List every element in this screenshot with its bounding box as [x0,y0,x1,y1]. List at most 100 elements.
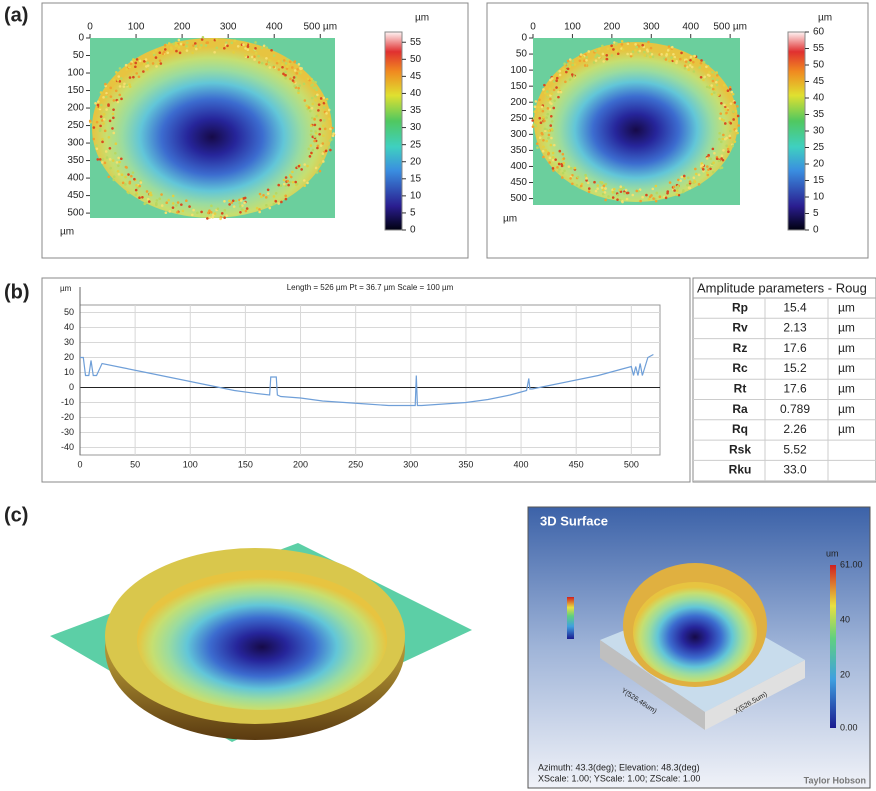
rim-speckle [126,68,129,71]
colorbar-tick-label: 20 [813,159,825,170]
rim-speckle [649,195,652,198]
y-tick-label: 250 [510,113,527,124]
colorbar-tick-label: 0 [410,225,416,236]
rim-speckle [680,176,683,179]
rim-speckle [685,60,688,63]
rim-speckle [545,116,548,119]
rim-speckle [120,157,123,160]
rim-speckle [607,47,610,50]
rim-speckle [626,53,629,56]
rim-speckle [700,59,703,62]
rim-speckle [258,61,261,64]
rim-speckle [322,97,325,100]
rim-speckle [322,134,325,137]
rim-speckle [214,212,217,215]
rim-speckle [195,48,198,51]
rim-speckle [706,157,709,160]
rim-speckle [129,85,132,88]
rim-speckle [103,113,106,116]
rim-speckle [238,202,241,205]
rim-speckle [139,60,142,63]
rim-speckle [693,55,696,58]
rim-speckle [314,124,317,127]
rim-speckle [550,115,553,118]
rim-speckle [702,168,705,171]
rim-speckle [172,43,175,46]
rim-speckle [172,195,175,198]
rim-speckle [176,211,179,214]
rim-speckle [595,190,598,193]
rim-speckle [314,81,317,84]
y-tick-label: 300 [510,129,527,140]
rim-speckle [138,196,141,199]
x-tick-label: 200 [174,22,191,33]
colorbar-tick-label: 20 [410,156,422,167]
rim-speckle [294,181,297,184]
table-cell: 17.6 [783,341,807,355]
rim-speckle [634,43,637,46]
profile-title: Length = 526 µm Pt = 36.7 µm Scale = 100… [287,283,454,292]
rim-speckle [298,63,301,66]
rim-speckle [725,108,728,111]
rim-speckle [128,65,131,68]
rim-speckle [729,122,732,125]
x-tick-label: 500 µm [303,22,337,33]
rim-speckle [676,189,679,192]
rim-speckle [550,137,553,140]
colorbar-tick-label: 10 [813,192,825,203]
rim-speckle [124,183,127,186]
rim-speckle [731,91,734,94]
rim-speckle [547,153,550,156]
rim-speckle [221,212,224,215]
rim-speckle [736,132,739,135]
rim-speckle [588,187,591,190]
rim-speckle [684,67,687,70]
rim-speckle [309,110,312,113]
rim-speckle [546,94,549,97]
rim-speckle [195,45,198,48]
rim-speckle [265,196,268,199]
rim-speckle [182,210,185,213]
rim-speckle [112,159,115,162]
rim-speckle [711,71,714,74]
rim-speckle [289,61,292,64]
dish [137,570,387,710]
rim-speckle [535,100,538,103]
rim-speckle [306,165,309,168]
rim-speckle [288,63,291,66]
rim-speckle [717,93,720,96]
rim-speckle [269,66,272,69]
rim-speckle [185,45,188,48]
rim-speckle [244,47,247,50]
rim-speckle [639,50,642,53]
rim-speckle [289,181,292,184]
rim-speckle [277,202,280,205]
mini-scale [567,597,574,639]
y-tick-label: -40 [61,442,74,452]
y-tick-label: 400 [67,173,84,184]
rim-speckle [615,49,618,52]
rim-speckle [196,211,199,214]
y-tick-label: 0 [69,382,74,392]
rim-speckle [692,61,695,64]
colorbar-tick-label: 30 [813,126,825,137]
rim-speckle [547,107,550,110]
rim-speckle [584,64,587,67]
rim-speckle [134,62,137,65]
rim-speckle [605,54,608,57]
rim-speckle [319,170,322,173]
rim-speckle [155,49,158,52]
colorbar [788,32,805,230]
rim-speckle [679,58,682,61]
rim-speckle [594,50,597,53]
rim-speckle [111,127,114,130]
rim-speckle [298,84,301,87]
rim-speckle [713,91,716,94]
rim-speckle [557,91,560,94]
rim-speckle [120,98,123,101]
rim-speckle [623,192,626,195]
rim-speckle [641,196,644,199]
rim-speckle [292,181,295,184]
rim-speckle [536,146,539,149]
rim-speckle [621,43,624,46]
